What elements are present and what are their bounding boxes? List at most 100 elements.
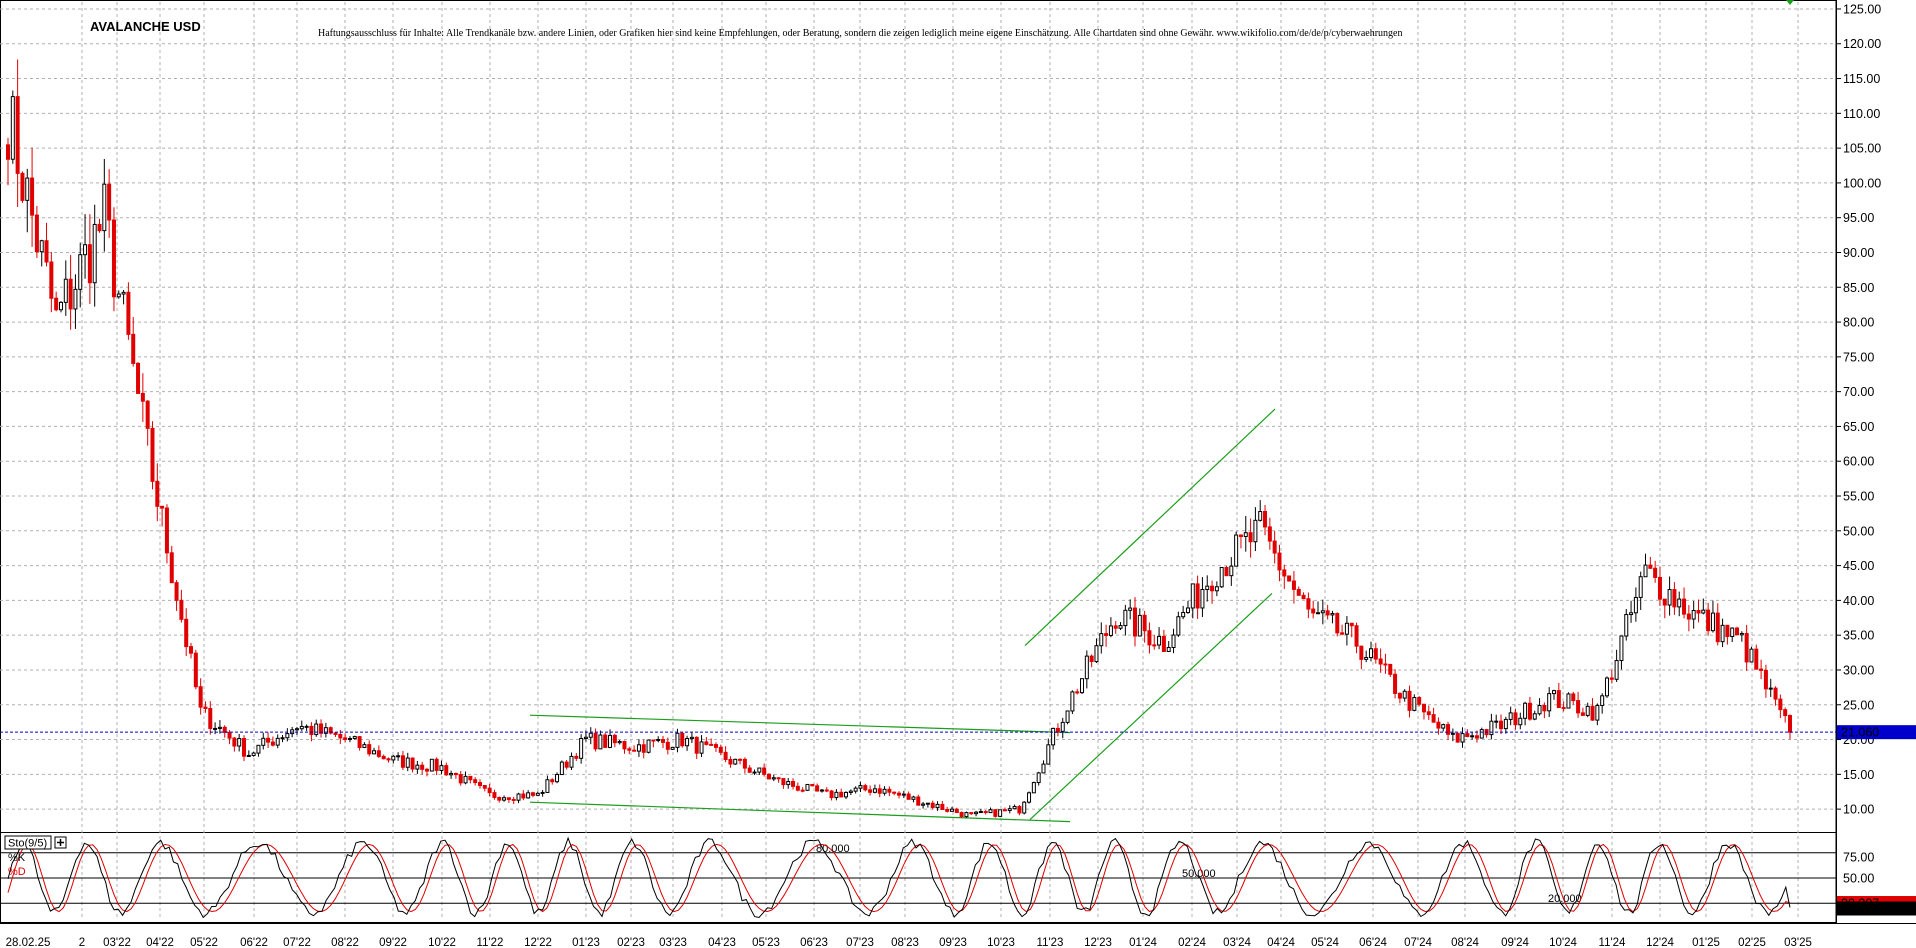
candle-body <box>766 773 771 780</box>
candle-body <box>338 733 343 739</box>
candle-body <box>916 796 921 806</box>
candle-body <box>304 725 309 728</box>
candle-body <box>959 811 964 818</box>
candle-body <box>87 244 92 284</box>
candle-body <box>704 741 709 745</box>
x-tick-label: 10'22 <box>428 937 456 948</box>
candle-body <box>819 789 824 792</box>
candle-body <box>1532 713 1537 720</box>
candle-body <box>347 738 352 741</box>
candle-body <box>83 244 88 256</box>
candle-body <box>1118 625 1123 629</box>
candle-body <box>535 792 540 796</box>
x-tick-label: 03'23 <box>659 937 687 948</box>
candle-body <box>579 737 584 759</box>
candle-body <box>155 480 160 507</box>
candle-body <box>39 240 44 253</box>
trendlines <box>529 408 1276 823</box>
candle-body <box>314 723 319 736</box>
candle-body <box>872 788 877 793</box>
candle-body <box>169 552 174 584</box>
stoch-level-label: 50.000 <box>1182 868 1216 880</box>
x-tick-label: 05'22 <box>190 937 218 948</box>
x-tick-label: 12'22 <box>524 937 552 948</box>
candle-body <box>439 765 444 771</box>
candle-body <box>1383 663 1388 666</box>
candle-body <box>1412 697 1417 711</box>
candle-body <box>1426 711 1431 716</box>
candle-body <box>1402 690 1407 699</box>
candle-body <box>877 788 882 794</box>
candle-body <box>1388 663 1393 675</box>
trendline <box>1024 408 1276 647</box>
candle-body <box>34 214 39 253</box>
candle-body <box>1609 677 1614 680</box>
candle-body <box>921 803 926 806</box>
x-tick-label: 06'23 <box>800 937 828 948</box>
candle-body <box>386 758 391 761</box>
candle-body <box>718 746 723 753</box>
candle-body <box>1590 705 1595 721</box>
candle-body <box>1518 717 1523 726</box>
candle-body <box>492 792 497 798</box>
candle-body <box>1234 534 1239 567</box>
candle-body <box>1272 540 1277 554</box>
candle-body <box>1566 693 1571 709</box>
y-tick-label: 95.00 <box>1843 211 1874 225</box>
candle-body <box>1503 718 1508 730</box>
y-tick-label: 75.00 <box>1843 350 1874 364</box>
candle-body <box>92 223 97 284</box>
candle-body <box>1171 634 1176 649</box>
candle-body <box>839 791 844 798</box>
candle-body <box>747 767 752 773</box>
x-tick-label: 02'25 <box>1738 937 1766 948</box>
candle-body <box>294 728 299 731</box>
candle-body <box>993 809 998 817</box>
candle-body <box>6 144 10 160</box>
candle-body <box>328 727 333 734</box>
candle-body <box>694 736 699 754</box>
candle-body <box>468 775 473 781</box>
x-tick-label: 09'24 <box>1501 937 1529 948</box>
candle-body <box>107 183 112 221</box>
candle-body <box>1152 644 1157 647</box>
candle-body <box>897 792 901 796</box>
candle-body <box>1417 697 1422 705</box>
candle-body <box>497 796 502 801</box>
candle-body <box>988 809 993 814</box>
x-tick-label: 07'23 <box>846 937 874 948</box>
axes: 28.02.25 2 03'22 04'22 05'22 06'22 07'22 08'22 0… <box>6 0 1916 948</box>
candle-body <box>1754 648 1759 670</box>
candle-body <box>1065 710 1070 723</box>
candle-body <box>1436 721 1441 729</box>
candle-body <box>1055 727 1060 732</box>
candle-body <box>526 792 531 799</box>
legend-d-label: %D <box>8 866 26 878</box>
candle-body <box>598 734 603 750</box>
candle-body <box>1629 612 1634 616</box>
candle-body <box>1633 596 1638 614</box>
candle-body <box>1561 707 1566 710</box>
x-tick-label: 07'22 <box>283 937 311 948</box>
trendline <box>529 801 1071 823</box>
candle-body <box>49 261 54 299</box>
candle-body <box>391 755 396 761</box>
candle-body <box>834 791 839 799</box>
candle-body <box>1470 735 1475 738</box>
candle-body <box>810 783 815 787</box>
candle-body <box>617 741 622 744</box>
candle-body <box>805 783 810 791</box>
candle-body <box>1715 612 1720 643</box>
candle-body <box>1325 610 1330 616</box>
x-tick-label: 03'22 <box>103 937 131 948</box>
stoch-k-line <box>7 836 1791 919</box>
candle-body <box>1263 511 1268 528</box>
candle-body <box>1710 612 1715 632</box>
candle-body <box>1108 625 1113 636</box>
candle-body <box>1600 695 1605 706</box>
candle-body <box>978 811 983 814</box>
candle-body <box>661 739 666 743</box>
candle-body <box>203 706 208 710</box>
